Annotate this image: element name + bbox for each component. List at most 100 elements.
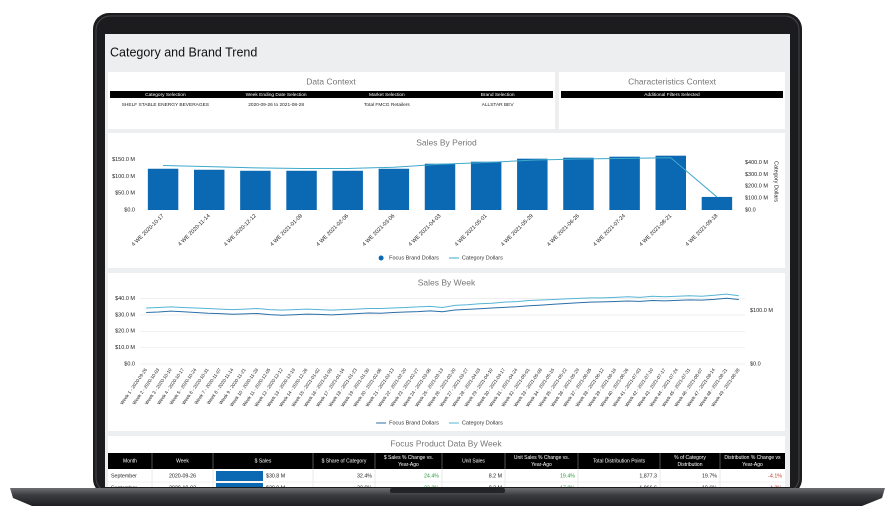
sales-bar: [216, 471, 263, 481]
legend-label: Category Dollars: [462, 255, 503, 261]
y-tick-label: $0.0: [124, 361, 135, 367]
table-cell: Total FMCG Retailers: [364, 102, 410, 108]
dashboard: Category and Brand Trend Data Context Cate…: [105, 34, 790, 491]
bar: [378, 168, 410, 210]
panel: [108, 72, 555, 129]
line: [163, 157, 718, 198]
table-cell: September: [111, 485, 137, 491]
y-tick-label: $0.0: [124, 207, 135, 213]
y-tick-label: $150.0 M: [112, 157, 135, 163]
column-header: Month: [123, 458, 137, 464]
table-cell: 2020-10-03: [169, 485, 196, 491]
column-header: Market Selection: [369, 92, 405, 98]
y2-tick-label: $100.0 M: [750, 308, 773, 314]
column-header: Total Distribution Points: [593, 458, 646, 464]
y2-tick-label: $100.0 M: [745, 196, 768, 202]
chart-title: Sales By Period: [416, 137, 477, 147]
line: [146, 293, 739, 311]
chart-panel: [108, 273, 785, 431]
bar: [701, 196, 733, 210]
table-cell: 1,877.3: [639, 473, 657, 479]
bar: [332, 170, 363, 210]
column-header: Year-Ago: [398, 462, 419, 468]
table-cell: 2020-09-26: [169, 473, 196, 479]
legend-label: Focus Brand Dollars: [389, 420, 439, 426]
table-cell: SHELF STABLE ENERGY BEVERAGES: [122, 102, 209, 108]
column-header: Week Ending Date Selection: [246, 92, 307, 98]
column-header: $ Share of Category: [322, 458, 367, 464]
table-cell: 32.6%: [357, 485, 372, 491]
column-header: $ Sales: [255, 458, 272, 464]
table-title: Focus Product Data By Week: [390, 438, 502, 448]
y2-tick-label: $400.0 M: [745, 160, 768, 166]
table-cell: September: [111, 473, 137, 479]
bar: [286, 170, 317, 210]
legend: Focus Brand Dollars Category Dollars: [378, 255, 503, 261]
column-header: Category Selection: [145, 92, 186, 98]
table-cell: 23.2%: [424, 485, 439, 491]
table-header: [108, 453, 785, 469]
bar: [240, 170, 271, 210]
bar: [563, 157, 594, 210]
column-header: Brand Selection: [481, 92, 515, 98]
column-header: % of Category: [674, 455, 706, 461]
column-header: Year-Ago: [742, 462, 763, 468]
table-cell: $30.8 M: [266, 473, 285, 479]
legend: Focus Brand Dollars Category Dollars: [376, 420, 503, 426]
panel-title: Data Context: [306, 76, 356, 86]
chart-title: Sales By Week: [418, 277, 476, 287]
y2-tick-label: $300.0 M: [745, 172, 768, 178]
table-cell: $30.9 M: [266, 485, 285, 491]
y-tick-label: $50.0 M: [115, 191, 135, 197]
table-cell: 19.4%: [560, 473, 575, 479]
table-cell: 8.2 M: [489, 485, 502, 491]
table-header: [561, 91, 783, 98]
y2-tick-label: $0.0: [750, 361, 761, 367]
column-header: Additional Filters Selected: [644, 92, 700, 98]
column-header: Unit Sales % Change vs.: [514, 455, 569, 461]
column-header: Year-Ago: [531, 462, 552, 468]
column-header: $ Sales % Change vs.: [384, 455, 433, 461]
legend-label: Focus Brand Dollars: [389, 255, 439, 261]
laptop-notch: [390, 488, 505, 493]
panel: [559, 72, 785, 129]
laptop-base: [10, 488, 885, 506]
bar: [147, 168, 179, 210]
y-tick-label: $40.0 M: [115, 296, 135, 302]
table-cell: 1,866.6: [639, 485, 657, 491]
table-cell: 8.2 M: [489, 473, 502, 479]
table-cell: 32.4%: [357, 473, 372, 479]
column-header: Week: [176, 458, 189, 464]
sales-bar: [216, 483, 263, 487]
table-header: [110, 91, 553, 98]
y2-tick-label: $200.0 M: [745, 184, 768, 190]
y-tick-label: $30.0 M: [115, 312, 135, 318]
bar: [609, 156, 640, 210]
table-cell: -4.2%: [768, 485, 782, 491]
bar: [470, 161, 502, 210]
bar: [424, 163, 456, 210]
y2-axis-label: Category Dollars: [773, 161, 779, 202]
legend-marker: [378, 255, 384, 261]
bar: [194, 169, 225, 210]
column-header: Distribution: [677, 462, 702, 468]
panel-title: Characteristics Context: [628, 76, 717, 86]
column-header: Unit Sales: [462, 458, 485, 464]
table-cell: 24.4%: [424, 473, 439, 479]
legend-label: Category Dollars: [462, 420, 503, 426]
y-tick-label: $100.0 M: [112, 174, 135, 180]
table-cell: ALLSTAR BEV: [482, 102, 515, 108]
page-title: Category and Brand Trend: [110, 45, 257, 59]
bar: [655, 155, 686, 210]
table-cell: 17.8%: [560, 485, 575, 491]
y2-tick-label: $0.0: [745, 207, 756, 213]
table-cell: -4.1%: [768, 473, 782, 479]
y-tick-label: $10.0 M: [115, 345, 135, 351]
bar: [517, 158, 548, 210]
line: [146, 297, 739, 316]
header-bar: [105, 34, 790, 70]
table-cell: 19.7%: [702, 473, 717, 479]
column-header: Distribution % Change vs: [724, 455, 781, 461]
table-cell: 19.6%: [702, 485, 717, 491]
